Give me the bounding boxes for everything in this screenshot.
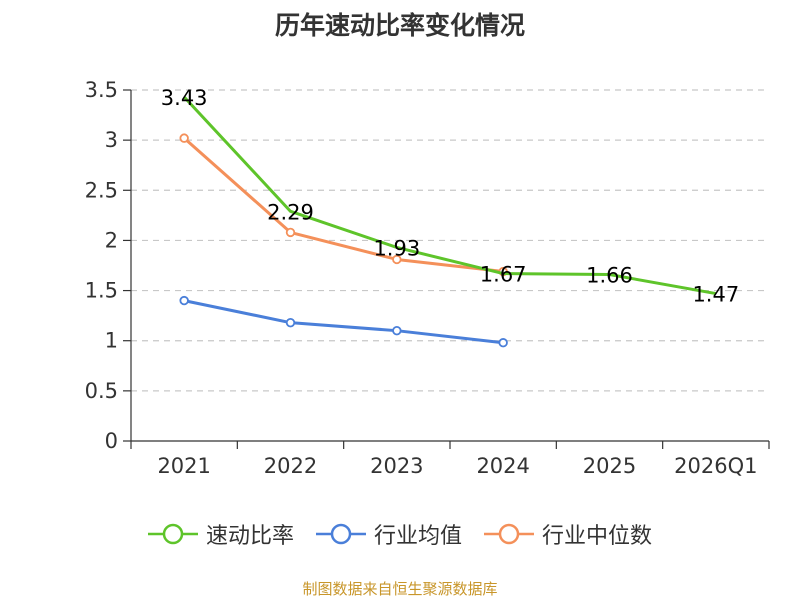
y-tick-label: 1 — [105, 329, 118, 353]
data-labels: 3.43 2.29 1.93 1.67 1.66 1.47 — [161, 86, 739, 307]
data-point[interactable] — [179, 295, 189, 306]
data-point[interactable] — [498, 338, 508, 348]
y-axis: 0 0.5 1 1.5 2 2.5 3 3.5 — [85, 78, 132, 453]
series-line — [183, 95, 717, 296]
legend-line-icon — [147, 523, 198, 545]
x-tick-label: 2026Q1 — [674, 454, 757, 478]
data-point[interactable] — [179, 133, 189, 143]
grid-lines — [131, 89, 769, 392]
legend-label: 速动比率 — [205, 524, 294, 549]
y-tick-label: 2 — [105, 228, 118, 252]
y-tick-label: 0.5 — [85, 379, 118, 403]
legend-item-industry-mean[interactable]: 行业均值 — [315, 518, 462, 550]
y-tick-label: 3.5 — [85, 78, 118, 102]
series-group — [179, 95, 717, 348]
x-tick-label: 2022 — [264, 454, 317, 478]
legend-label: 行业中位数 — [542, 524, 653, 549]
x-tick-label: 2025 — [583, 454, 636, 478]
y-tick-label: 2.5 — [85, 178, 118, 202]
source-note: 制图数据来自恒生聚源数据库 — [302, 580, 498, 598]
data-label: 1.93 — [373, 236, 420, 260]
data-label: 1.47 — [692, 283, 739, 307]
legend-line-icon — [315, 523, 366, 545]
chart-title: 历年速动比率变化情况 — [274, 11, 525, 40]
legend-label: 行业均值 — [373, 524, 462, 549]
series-line — [183, 299, 504, 345]
x-tick-label: 2024 — [476, 454, 529, 478]
x-axis: 2021 2022 2023 2024 2025 2026Q1 — [130, 440, 770, 478]
data-label: 1.66 — [586, 264, 633, 288]
data-label: 2.29 — [267, 200, 314, 224]
series-line — [183, 137, 504, 274]
data-point[interactable] — [285, 227, 296, 238]
legend-item-quick-ratio[interactable]: 速动比率 — [147, 518, 294, 550]
y-tick-label: 1.5 — [85, 279, 118, 303]
y-tick-label: 0 — [105, 429, 118, 453]
data-point[interactable] — [392, 254, 402, 265]
y-tick-label: 3 — [105, 128, 118, 152]
data-label: 1.67 — [480, 263, 527, 287]
x-tick-label: 2023 — [370, 454, 423, 478]
data-label: 3.43 — [161, 86, 208, 110]
data-point[interactable] — [392, 325, 402, 336]
x-tick-label: 2021 — [157, 454, 210, 478]
legend: 速动比率 行业均值 行业中位数 — [0, 518, 800, 550]
data-point[interactable] — [285, 317, 296, 328]
legend-item-industry-median[interactable]: 行业中位数 — [484, 518, 652, 550]
legend-line-icon — [484, 523, 534, 545]
